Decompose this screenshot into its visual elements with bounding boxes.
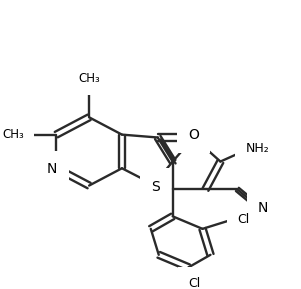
Text: Cl: Cl	[188, 277, 201, 289]
Text: S: S	[151, 179, 160, 194]
Text: O: O	[188, 128, 199, 142]
Text: NH₂: NH₂	[245, 142, 269, 155]
Text: CH₃: CH₃	[3, 128, 24, 141]
Text: CH₃: CH₃	[78, 72, 100, 85]
Text: N: N	[258, 201, 268, 215]
Text: Cl: Cl	[237, 213, 250, 226]
Text: N: N	[47, 162, 57, 176]
